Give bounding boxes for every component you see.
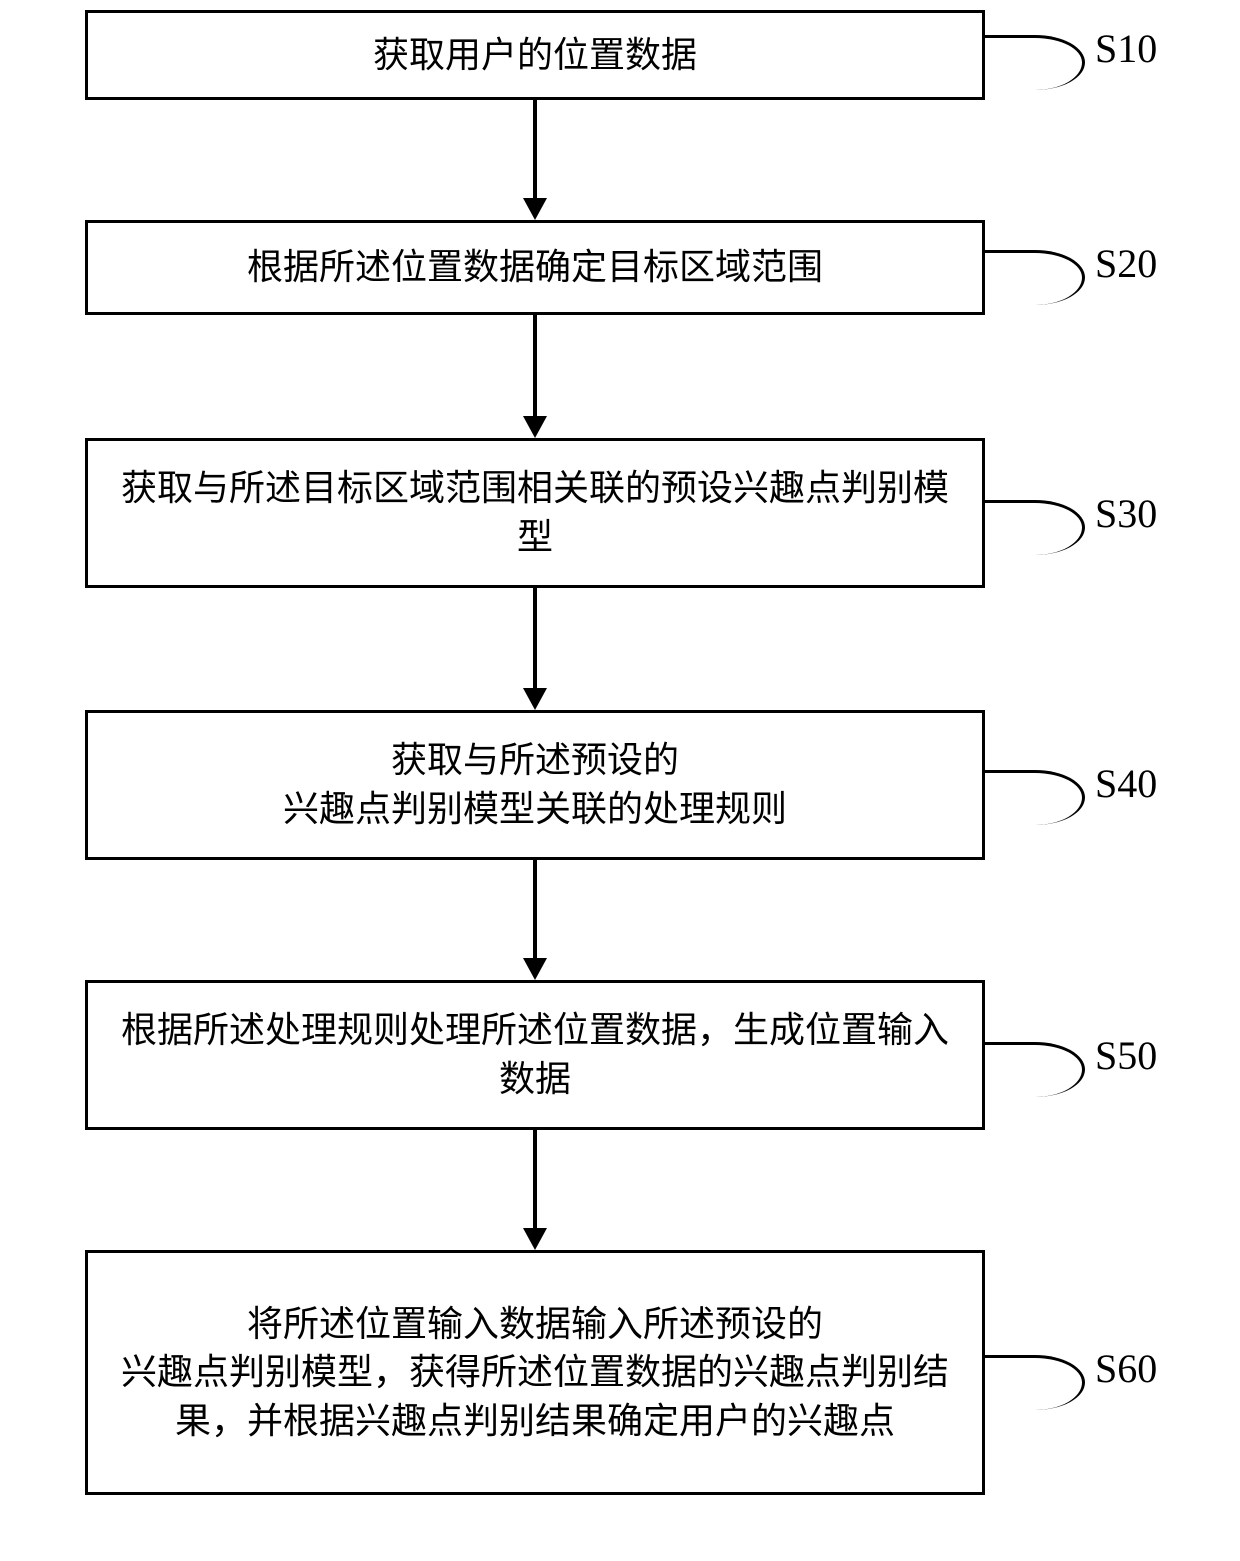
arrow-head-icon	[523, 958, 547, 980]
arrow-line	[533, 860, 537, 958]
step-label-text: S60	[1095, 1346, 1157, 1391]
arrow-head-icon	[523, 688, 547, 710]
flow-node-text: 将所述位置输入数据输入所述预设的 兴趣点判别模型，获得所述位置数据的兴趣点判别结…	[108, 1300, 962, 1446]
connector-curve	[985, 250, 1085, 305]
flow-node-text: 获取与所述目标区域范围相关联的预设兴趣点判别模型	[108, 464, 962, 561]
flow-node-text: 获取用户的位置数据	[373, 31, 697, 80]
connector-curve	[985, 500, 1085, 555]
step-label-text: S40	[1095, 761, 1157, 806]
flow-node-s30: 获取与所述目标区域范围相关联的预设兴趣点判别模型	[85, 438, 985, 588]
step-label-s60: S60	[1095, 1345, 1157, 1392]
flow-node-s20: 根据所述位置数据确定目标区域范围	[85, 220, 985, 315]
connector-curve	[985, 1042, 1085, 1097]
step-label-s30: S30	[1095, 490, 1157, 537]
step-label-s50: S50	[1095, 1032, 1157, 1079]
step-label-s20: S20	[1095, 240, 1157, 287]
arrow-head-icon	[523, 416, 547, 438]
arrow-head-icon	[523, 198, 547, 220]
step-label-text: S20	[1095, 241, 1157, 286]
arrow-line	[533, 588, 537, 688]
flow-node-text: 获取与所述预设的 兴趣点判别模型关联的处理规则	[283, 736, 787, 833]
arrow-line	[533, 315, 537, 416]
connector-curve	[985, 35, 1085, 90]
flow-node-s50: 根据所述处理规则处理所述位置数据，生成位置输入数据	[85, 980, 985, 1130]
flow-node-s40: 获取与所述预设的 兴趣点判别模型关联的处理规则	[85, 710, 985, 860]
flow-node-s60: 将所述位置输入数据输入所述预设的 兴趣点判别模型，获得所述位置数据的兴趣点判别结…	[85, 1250, 985, 1495]
flowchart-container: 获取用户的位置数据 根据所述位置数据确定目标区域范围 获取与所述目标区域范围相关…	[0, 0, 1240, 1561]
arrow-line	[533, 1130, 537, 1228]
arrow-head-icon	[523, 1228, 547, 1250]
flow-node-text: 根据所述位置数据确定目标区域范围	[247, 243, 823, 292]
step-label-text: S10	[1095, 26, 1157, 71]
step-label-s40: S40	[1095, 760, 1157, 807]
step-label-text: S30	[1095, 491, 1157, 536]
connector-curve	[985, 1355, 1085, 1410]
step-label-s10: S10	[1095, 25, 1157, 72]
flow-node-s10: 获取用户的位置数据	[85, 10, 985, 100]
connector-curve	[985, 770, 1085, 825]
flow-node-text: 根据所述处理规则处理所述位置数据，生成位置输入数据	[108, 1006, 962, 1103]
arrow-line	[533, 100, 537, 198]
step-label-text: S50	[1095, 1033, 1157, 1078]
